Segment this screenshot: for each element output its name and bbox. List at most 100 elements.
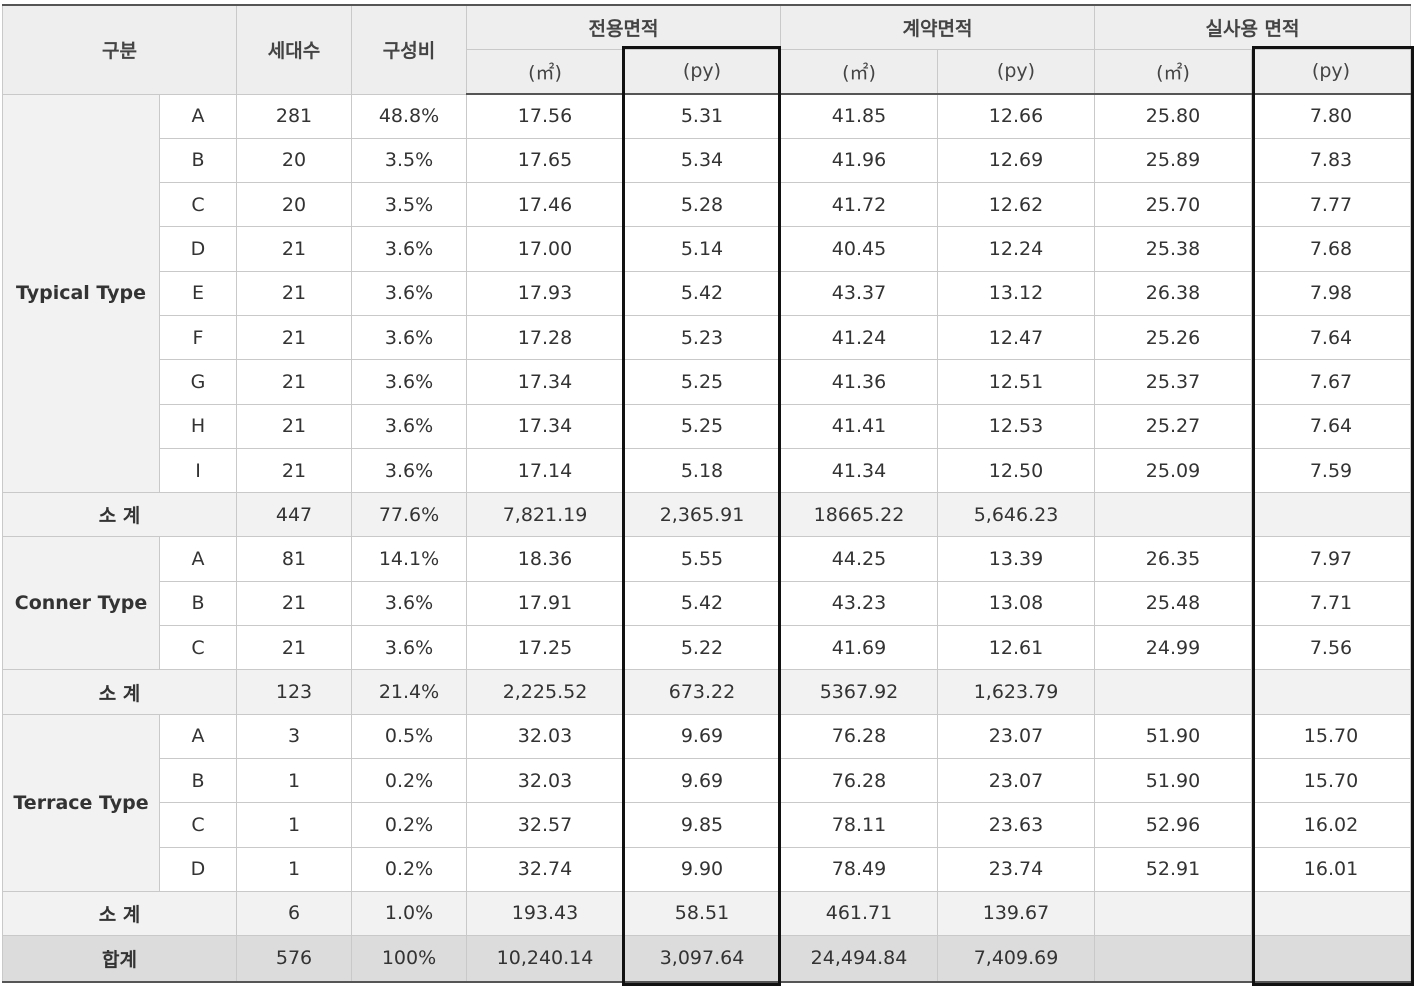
cell-exclusive-m2: 17.56 [466, 93, 624, 139]
cell-households: 21 [236, 314, 352, 361]
table-row: H 21 3.6% 17.34 5.25 41.41 12.53 25.27 7.64 [3, 403, 1411, 449]
subtotal-contract-py: 1,623.79 [937, 669, 1095, 715]
cell-contract-m2: 40.45 [780, 226, 938, 272]
cell-ratio: 3.6% [351, 314, 467, 361]
subtotal-actual-m2 [1094, 492, 1252, 538]
cell-actual-py: 16.01 [1251, 846, 1411, 892]
cell-type: A [159, 93, 237, 139]
cell-contract-m2: 41.34 [780, 447, 938, 494]
cell-exclusive-m2: 32.03 [466, 757, 624, 804]
cell-contract-m2: 41.24 [780, 314, 938, 361]
cell-actual-py: 15.70 [1251, 757, 1411, 804]
cell-contract-m2: 44.25 [780, 536, 938, 582]
cell-type: C [159, 625, 237, 671]
subtotal-label: 소 계 [2, 669, 237, 715]
subtotal-row: 소 계 123 21.4% 2,225.52 673.22 5367.92 1,623.79 [2, 669, 1411, 715]
subtotal-row: 소 계 447 77.6% 7,821.19 2,365.91 18665.22 5,646… [2, 492, 1411, 538]
cell-actual-m2: 25.38 [1094, 226, 1252, 272]
cell-exclusive-m2: 17.93 [466, 270, 624, 316]
subtotal-exclusive-m2: 7,821.19 [466, 492, 624, 538]
subtotal-label: 소 계 [2, 492, 237, 538]
cell-ratio: 3.6% [351, 580, 467, 627]
cell-exclusive-m2: 17.25 [466, 625, 624, 671]
cell-contract-py: 12.53 [937, 403, 1095, 449]
header-exclusive-area: 전용면적 [466, 4, 781, 50]
cell-actual-py: 7.77 [1251, 182, 1411, 228]
cell-exclusive-m2: 17.28 [466, 314, 624, 361]
cell-households: 21 [236, 270, 352, 316]
subtotal-row: 소 계 6 1.0% 193.43 58.51 461.71 139.67 [2, 890, 1411, 937]
subtotal-actual-m2 [1094, 890, 1252, 937]
cell-exclusive-py: 5.25 [623, 359, 781, 405]
cell-contract-py: 12.51 [937, 359, 1095, 405]
subtotal-exclusive-m2: 2,225.52 [466, 669, 624, 715]
header-actual-area: 실사용 면적 [1094, 4, 1411, 50]
table-row: B 21 3.6% 17.91 5.42 43.23 13.08 25.48 7.71 [3, 580, 1411, 627]
cell-exclusive-m2: 18.36 [466, 536, 624, 582]
cell-actual-m2: 51.90 [1094, 757, 1252, 804]
cell-type: D [159, 846, 237, 892]
cell-households: 1 [236, 802, 352, 848]
cell-actual-m2: 25.27 [1094, 403, 1252, 449]
cell-exclusive-py: 5.55 [623, 536, 781, 582]
cell-exclusive-m2: 17.65 [466, 137, 624, 184]
header-row-1: 구분 세대수 구성비 전용면적 계약면적 실사용 면적 [2, 4, 1411, 95]
cell-actual-py: 7.64 [1251, 403, 1411, 449]
cell-contract-py: 13.39 [937, 536, 1095, 582]
cell-actual-py: 7.68 [1251, 226, 1411, 272]
total-contract-py: 7,409.69 [937, 935, 1095, 983]
cell-actual-m2: 51.90 [1094, 713, 1252, 759]
cell-type: C [159, 182, 237, 228]
cell-households: 21 [236, 403, 352, 449]
cell-exclusive-py: 9.69 [623, 757, 781, 804]
cell-ratio: 3.6% [351, 447, 467, 494]
header-contract-m2: (㎡) [780, 48, 938, 95]
header-exclusive-m2: (㎡) [466, 48, 624, 95]
cell-exclusive-py: 5.18 [623, 447, 781, 494]
cell-ratio: 0.2% [351, 757, 467, 804]
subtotal-actual-py [1251, 890, 1411, 937]
cell-actual-m2: 25.48 [1094, 580, 1252, 627]
table-row: C 21 3.6% 17.25 5.22 41.69 12.61 24.99 7.56 [3, 625, 1411, 671]
cell-type: D [159, 226, 237, 272]
cell-contract-m2: 41.72 [780, 182, 938, 228]
cell-actual-py: 7.83 [1251, 137, 1411, 184]
cell-exclusive-m2: 17.34 [466, 359, 624, 405]
subtotal-households: 447 [236, 492, 352, 538]
cell-actual-py: 7.67 [1251, 359, 1411, 405]
table-row: F 21 3.6% 17.28 5.23 41.24 12.47 25.26 7.64 [3, 314, 1411, 361]
cell-type: A [159, 713, 237, 759]
cell-contract-py: 12.62 [937, 182, 1095, 228]
cell-households: 21 [236, 625, 352, 671]
cell-contract-m2: 76.28 [780, 757, 938, 804]
table-row: C 1 0.2% 32.57 9.85 78.11 23.63 52.96 16.02 [3, 802, 1411, 848]
cell-ratio: 3.5% [351, 182, 467, 228]
cell-actual-m2: 25.70 [1094, 182, 1252, 228]
cell-exclusive-py: 5.14 [623, 226, 781, 272]
cell-contract-py: 23.07 [937, 713, 1095, 759]
cell-exclusive-py: 5.42 [623, 580, 781, 627]
table-row: Typical Type A 281 48.8% 17.56 5.31 41.85 12.66… [2, 93, 1411, 494]
cell-actual-py: 7.97 [1251, 536, 1411, 582]
subtotal-ratio: 77.6% [351, 492, 467, 538]
cell-actual-py: 16.02 [1251, 802, 1411, 848]
cell-contract-m2: 41.96 [780, 137, 938, 184]
cell-exclusive-m2: 17.00 [466, 226, 624, 272]
cell-actual-py: 7.64 [1251, 314, 1411, 361]
cell-contract-m2: 76.28 [780, 713, 938, 759]
cell-contract-py: 23.74 [937, 846, 1095, 892]
cell-actual-m2: 26.38 [1094, 270, 1252, 316]
cell-contract-py: 23.07 [937, 757, 1095, 804]
total-label: 합계 [2, 935, 237, 983]
cell-ratio: 0.2% [351, 846, 467, 892]
cell-exclusive-m2: 32.57 [466, 802, 624, 848]
subtotal-exclusive-py: 58.51 [623, 890, 781, 937]
cell-actual-py: 7.98 [1251, 270, 1411, 316]
cell-actual-m2: 24.99 [1094, 625, 1252, 671]
total-exclusive-py: 3,097.64 [623, 935, 781, 983]
cell-ratio: 0.2% [351, 802, 467, 848]
header-contract-area: 계약면적 [780, 4, 1095, 50]
table-row: B 1 0.2% 32.03 9.69 76.28 23.07 51.90 15.70 [3, 757, 1411, 804]
subtotal-exclusive-m2: 193.43 [466, 890, 624, 937]
cell-ratio: 3.6% [351, 625, 467, 671]
